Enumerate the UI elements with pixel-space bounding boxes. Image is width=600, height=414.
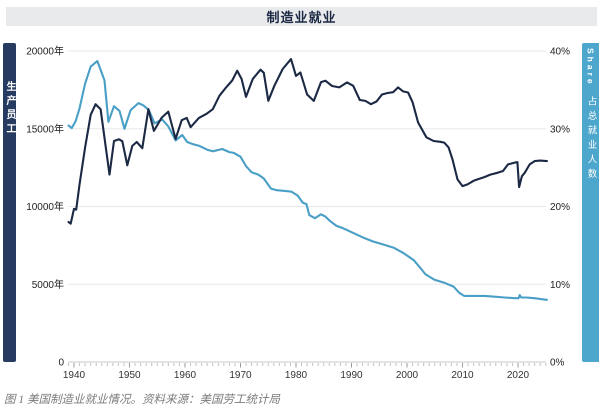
figure-caption: 图 1 美国制造业就业情况。资料来源：美国劳工统计局	[4, 394, 280, 406]
right-axis-share-label: Share	[585, 48, 596, 87]
right-axis-bar-label: 占总就业人数	[585, 95, 597, 183]
y-axis-right-tick-label: 30%	[550, 124, 570, 135]
x-axis-tick-label: 2020	[507, 370, 530, 381]
y-axis-right-tick-label: 0%	[550, 358, 565, 369]
left-axis-bar-label: 生产员工	[4, 81, 15, 137]
share-line	[67, 60, 548, 301]
x-axis-tick-label: 1980	[285, 370, 308, 381]
right-axis-bar: Share 占总就业人数	[582, 43, 599, 362]
y-axis-left-tick-label: 5000年	[32, 278, 64, 291]
y-axis-left-tick-label: 10000年	[26, 200, 64, 213]
y-axis-left-tick-label: 15000年	[26, 122, 64, 135]
x-axis-tick-label: 2000	[396, 370, 419, 381]
chart-title: 制造业就业	[266, 10, 337, 25]
y-axis-left-tick-label: 0	[58, 358, 64, 369]
x-axis-tick-label: 1950	[118, 370, 141, 381]
y-axis-left-tick-label: 20000年	[26, 45, 64, 58]
x-axis-tick-label: 1940	[63, 370, 86, 381]
production-workers-line	[67, 58, 548, 225]
x-axis-tick-label: 1990	[340, 370, 363, 381]
y-axis-right-tick-label: 10%	[550, 280, 570, 291]
x-axis-tick-label: 1960	[174, 370, 197, 381]
x-axis-tick-label: 2010	[451, 370, 474, 381]
y-axis-right-tick-label: 40%	[550, 47, 570, 58]
left-axis-bar: 生产员工	[3, 43, 16, 362]
chart-title-bar: 制造业就业	[6, 7, 597, 26]
x-axis-tick-label: 1970	[229, 370, 252, 381]
y-axis-right-tick-label: 20%	[550, 202, 570, 213]
